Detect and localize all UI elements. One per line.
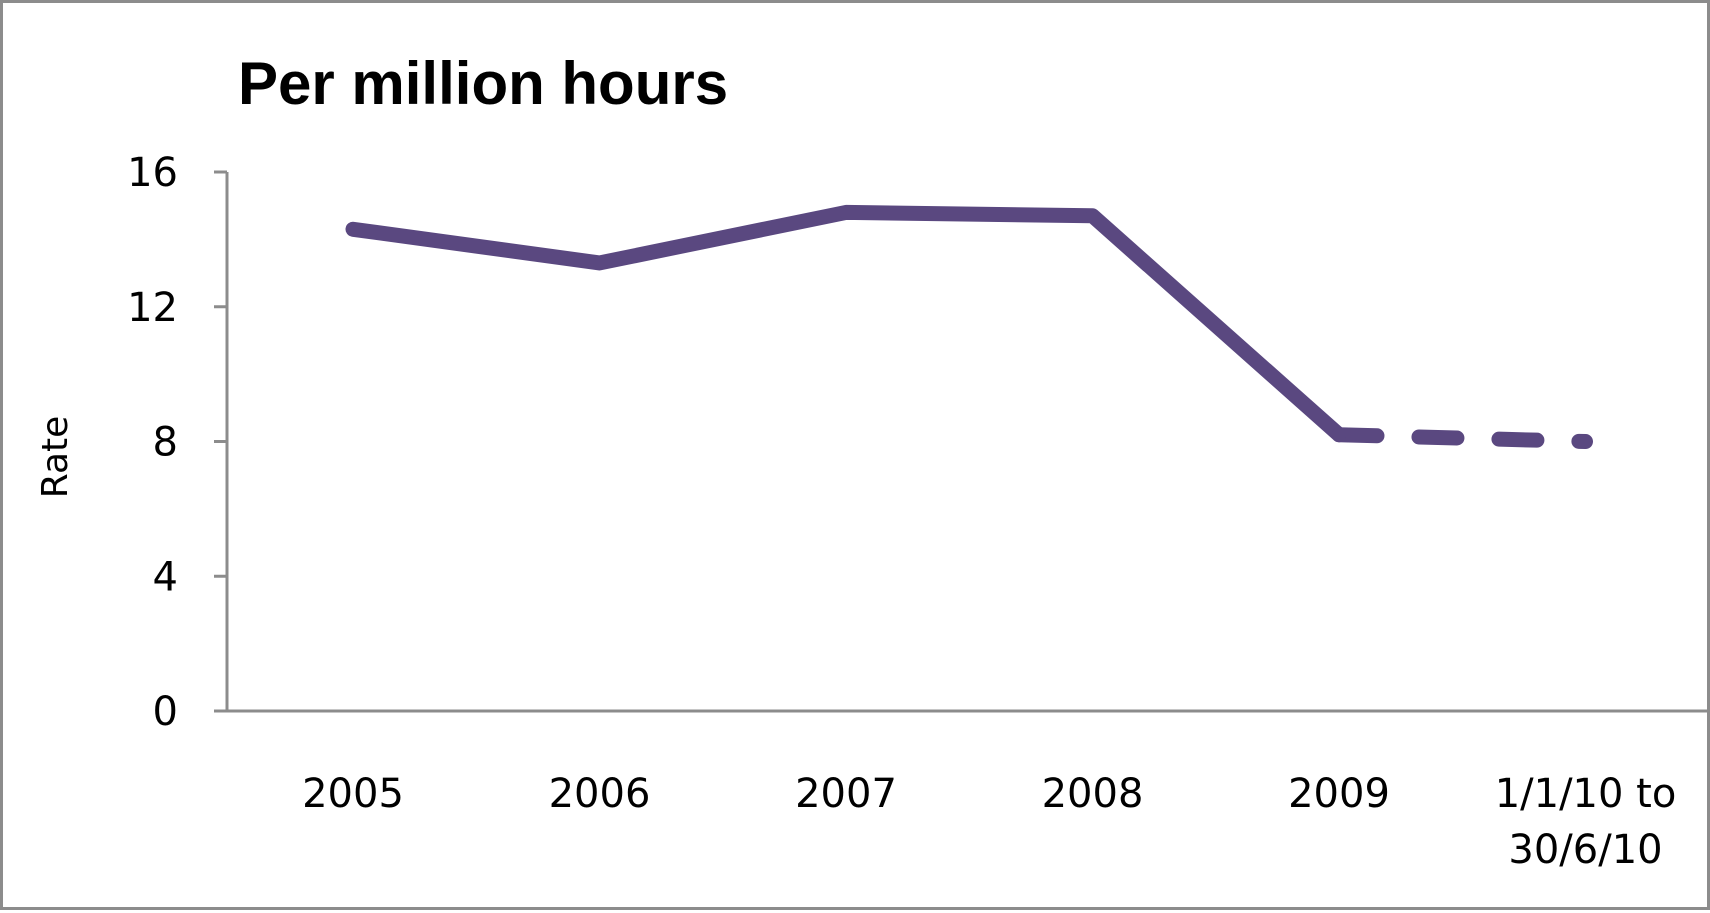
- x-tick-label: 2008: [1042, 771, 1144, 817]
- y-tick-label: 12: [127, 285, 178, 331]
- data-point: [1332, 427, 1346, 442]
- y-axis-ticks: 0 4 8 12 16: [127, 150, 227, 735]
- x-tick-label: 2006: [549, 771, 651, 817]
- data-point: [592, 255, 607, 270]
- x-tick-label: 1/1/10 to 30/6/10: [1495, 771, 1677, 873]
- data-point: [839, 205, 853, 220]
- x-tick-label: 2009: [1288, 771, 1390, 817]
- data-point: [1578, 434, 1593, 449]
- y-tick-label: 4: [153, 554, 178, 600]
- chart-title: Per million hours: [238, 50, 728, 117]
- series-line-dashed: [1331, 427, 1593, 449]
- y-axis-title: Rate: [35, 416, 76, 499]
- y-tick-label: 16: [127, 150, 178, 196]
- x-tick-label: 2005: [302, 771, 404, 817]
- axes: [225, 172, 1708, 713]
- x-tick-label: 2007: [795, 771, 897, 817]
- x-axis-ticks: 2005 2006 2007 2008 2009 1/1/10 to 30/6/10: [302, 771, 1676, 873]
- data-point: [346, 222, 360, 237]
- data-point: [1085, 208, 1100, 223]
- data-series: [345, 204, 1593, 449]
- series-line-solid: [345, 204, 1347, 443]
- y-tick-label: 8: [153, 420, 178, 466]
- y-tick-label: 0: [153, 689, 178, 735]
